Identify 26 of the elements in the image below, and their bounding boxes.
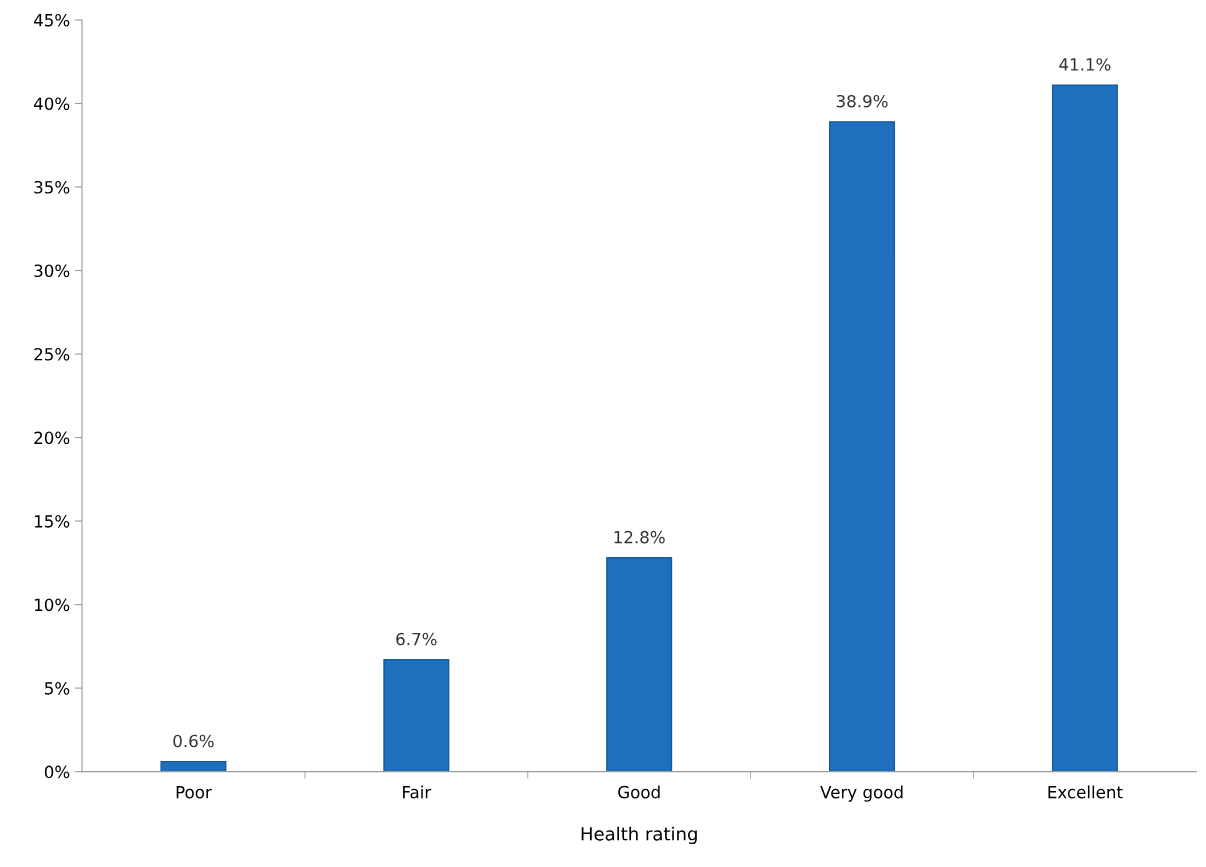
bar xyxy=(160,760,227,772)
x-tick-label: Very good xyxy=(820,785,903,802)
data-label: 6.7% xyxy=(396,632,437,646)
bar xyxy=(383,659,450,772)
data-label: 41.1% xyxy=(1059,58,1111,71)
y-tick-label: 10% xyxy=(34,598,70,612)
x-tick-label: Fair xyxy=(403,785,432,799)
x-tick-label: Excellent xyxy=(1048,785,1123,799)
y-tick-label: 30% xyxy=(34,264,70,278)
data-label: 0.6% xyxy=(173,734,214,748)
data-label: 38.9% xyxy=(836,94,888,108)
y-tick-label: 0% xyxy=(44,765,70,779)
bar xyxy=(606,557,673,772)
y-tick-label: 15% xyxy=(34,515,70,528)
y-tick-label: 5% xyxy=(45,682,70,695)
bar xyxy=(1051,84,1118,772)
y-tick-label: 45% xyxy=(33,13,70,27)
y-tick-label: 20% xyxy=(34,431,70,445)
data-label: 12.8% xyxy=(614,530,665,544)
x-tick-label: Poor xyxy=(176,786,212,799)
y-tick-label: 35% xyxy=(34,180,70,194)
y-tick-label: 40% xyxy=(33,97,70,111)
y-tick-label: 25% xyxy=(34,347,70,361)
bar xyxy=(829,121,896,772)
x-axis-title: Health rating xyxy=(581,826,697,845)
x-tick-label: Good xyxy=(618,785,660,799)
